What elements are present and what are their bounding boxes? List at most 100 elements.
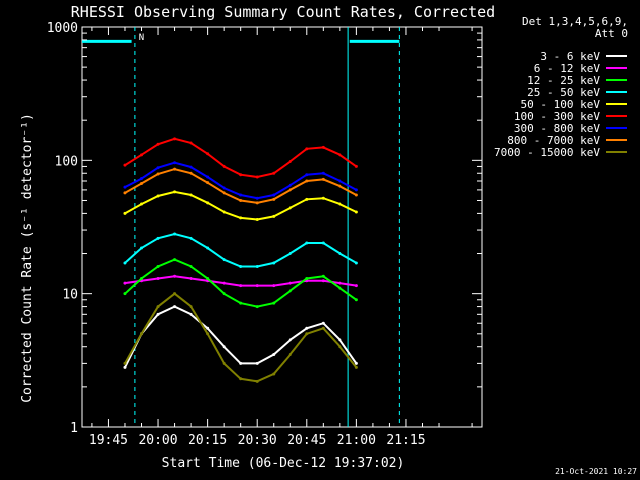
data-point [305, 173, 309, 177]
data-point [239, 193, 243, 197]
data-point [272, 171, 276, 175]
data-point [123, 163, 127, 167]
data-point [173, 305, 177, 309]
data-point [222, 164, 226, 168]
chart-title: RHESSI Observing Summary Count Rates, Co… [71, 3, 495, 21]
data-point [173, 190, 177, 194]
data-point [354, 188, 358, 192]
data-point [206, 175, 210, 179]
data-point [123, 261, 127, 265]
data-point [338, 338, 342, 342]
data-point [156, 194, 160, 198]
y-tick-label: 100 [55, 154, 78, 169]
data-point [305, 197, 309, 201]
data-point [206, 246, 210, 250]
data-point [288, 206, 292, 210]
data-point [338, 286, 342, 290]
data-point [338, 153, 342, 157]
data-point [239, 301, 243, 305]
data-point [156, 276, 160, 280]
data-point [189, 141, 193, 145]
data-point [156, 142, 160, 146]
data-point [272, 261, 276, 265]
y-tick-label: 1000 [47, 21, 78, 36]
data-point [156, 236, 160, 240]
legend-label-0: 3 - 6 keV [540, 50, 600, 63]
data-point [206, 181, 210, 185]
data-point [288, 183, 292, 187]
data-point [239, 377, 243, 381]
plot-frame [81, 26, 483, 428]
data-point [173, 232, 177, 236]
data-point [123, 281, 127, 285]
data-point [255, 217, 259, 221]
data-point [123, 292, 127, 296]
data-point [305, 241, 309, 245]
data-point [354, 164, 358, 168]
x-tick-label: 21:00 [337, 433, 376, 448]
data-point [189, 276, 193, 280]
data-point [140, 332, 144, 336]
data-point [338, 281, 342, 285]
x-tick-label: 20:00 [138, 433, 177, 448]
data-point [222, 281, 226, 285]
data-point [173, 137, 177, 141]
data-point [156, 312, 160, 316]
data-point [140, 276, 144, 280]
data-point [305, 147, 309, 151]
data-point [288, 188, 292, 192]
legend-label-6: 300 - 800 keV [514, 122, 600, 135]
x-tick-label: 20:45 [287, 433, 326, 448]
data-point [272, 372, 276, 376]
data-point [255, 175, 259, 179]
data-point [338, 179, 342, 183]
data-point [173, 167, 177, 171]
data-point [272, 197, 276, 201]
data-point [173, 292, 177, 296]
data-point [222, 345, 226, 349]
data-point [123, 365, 127, 369]
data-point [272, 214, 276, 218]
data-point [255, 305, 259, 309]
legend-header-0: Det 1,3,4,5,6,9, [522, 15, 628, 28]
data-point [189, 193, 193, 197]
data-point [354, 365, 358, 369]
series-line-3 [124, 232, 357, 268]
series-line-0 [124, 305, 358, 368]
data-point [222, 361, 226, 365]
data-point [255, 284, 259, 288]
data-point [272, 301, 276, 305]
legend-label-7: 800 - 7000 keV [507, 134, 600, 147]
data-point [288, 338, 292, 342]
data-point [140, 177, 144, 181]
data-point [255, 264, 259, 268]
data-point [189, 236, 193, 240]
data-point [272, 284, 276, 288]
data-point [173, 161, 177, 165]
data-point [239, 216, 243, 220]
data-point [305, 276, 309, 280]
data-point [239, 264, 243, 268]
data-point [321, 145, 325, 149]
data-point [338, 202, 342, 206]
data-point [354, 361, 358, 365]
data-point [239, 173, 243, 177]
data-point [206, 276, 210, 280]
data-point [156, 172, 160, 176]
data-point [140, 202, 144, 206]
data-point [206, 152, 210, 156]
legend-label-5: 100 - 300 keV [514, 110, 600, 123]
data-point [288, 252, 292, 256]
x-tick-label: 21:15 [386, 433, 425, 448]
legend-label-1: 6 - 12 keV [534, 62, 601, 75]
data-point [338, 345, 342, 349]
data-point [222, 210, 226, 214]
data-point [156, 305, 160, 309]
data-point [288, 160, 292, 164]
data-point [354, 284, 358, 288]
y-tick-label: 1 [70, 421, 78, 436]
series-line-5 [124, 137, 357, 179]
data-point [140, 246, 144, 250]
data-point [189, 165, 193, 169]
